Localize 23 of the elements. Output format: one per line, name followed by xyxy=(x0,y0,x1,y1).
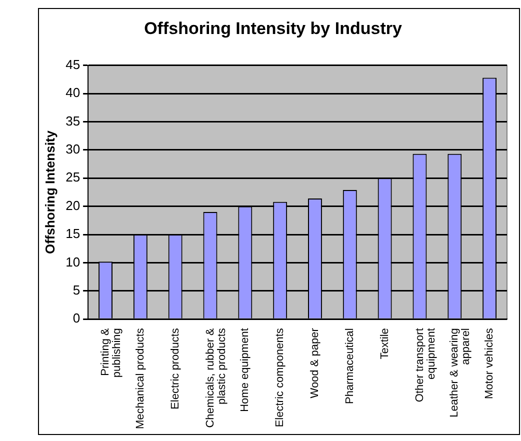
chart-title: Offshoring Intensity by Industry xyxy=(144,18,402,38)
x-tick-label: Motor vehicles xyxy=(484,328,496,400)
y-tick-label: 30 xyxy=(66,142,80,157)
x-tick-label: Home equipment xyxy=(239,328,252,412)
y-tick-label: 40 xyxy=(66,85,80,100)
x-tick-label: Printing & publishing xyxy=(100,327,124,378)
x-tick-label: Textile xyxy=(378,328,391,360)
x-tick-label: Pharmaceutical xyxy=(344,328,356,404)
x-tick-label: Electric components xyxy=(274,328,286,428)
y-tick-label: 10 xyxy=(66,254,80,270)
y-tick-label: 25 xyxy=(66,170,80,185)
x-tick-label: Electric products xyxy=(169,328,182,410)
x-tick-label: Mechanical products xyxy=(134,328,146,430)
y-tick-label: 20 xyxy=(66,198,80,213)
y-axis-title: Offshoring Intensity xyxy=(42,130,58,254)
y-tick-label: 5 xyxy=(72,282,80,298)
y-tick-label: 0 xyxy=(72,310,80,326)
y-tick-label: 35 xyxy=(66,113,80,128)
x-tick-label: Wood & paper xyxy=(309,328,322,398)
y-tick-label: 45 xyxy=(66,56,80,72)
x-tick-label: Chemicals, rubber & plastic products xyxy=(204,327,228,428)
y-tick-label: 15 xyxy=(66,226,80,242)
x-tick-label: Other transport equipment xyxy=(414,328,438,402)
